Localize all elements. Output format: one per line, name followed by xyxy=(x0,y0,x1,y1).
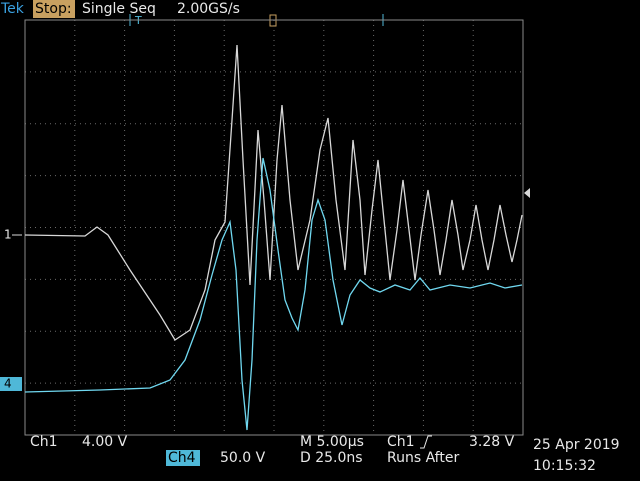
ch1-trace xyxy=(24,44,523,341)
ch4-trace xyxy=(24,157,523,431)
ch4-marker-box xyxy=(0,377,22,391)
ch4-marker: 4 xyxy=(4,377,12,391)
delay: D 25.0ns xyxy=(300,450,363,466)
graticule xyxy=(25,20,523,435)
ch4-label: Ch4 xyxy=(168,450,196,466)
run-state: Runs After xyxy=(387,450,459,466)
acq-mode: Single Seq xyxy=(82,1,156,17)
time: 10:15:32 xyxy=(533,458,596,474)
ch1-label: Ch1 xyxy=(30,434,58,450)
ch1-marker: 1 xyxy=(4,228,12,242)
trigger-level-marker xyxy=(524,188,530,198)
timebase: M 5.00µs xyxy=(300,434,364,450)
trigger-level: 3.28 V xyxy=(469,434,515,450)
trigger-slope xyxy=(420,435,432,449)
date: 25 Apr 2019 xyxy=(533,437,620,453)
ch1-scale: 4.00 V xyxy=(82,434,128,450)
brand: Tek xyxy=(0,1,25,17)
graticule-border xyxy=(24,19,524,436)
status: Stop: xyxy=(35,1,72,17)
sample-rate: 2.00GS/s xyxy=(177,1,240,17)
trigger-source: Ch1 xyxy=(387,434,415,450)
status-box xyxy=(33,0,75,18)
ch4-scale: 50.0 V xyxy=(220,450,266,466)
ch4-label-box xyxy=(166,450,200,466)
